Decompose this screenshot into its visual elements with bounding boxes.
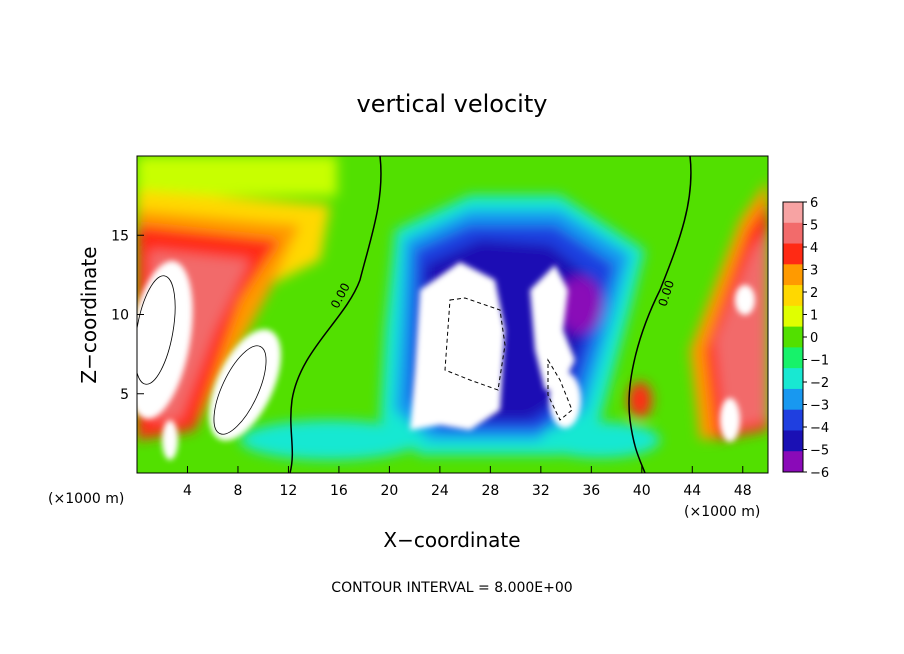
colorbar-label: 6 <box>810 196 818 211</box>
colorbar-label: −2 <box>810 376 829 391</box>
colorbar-label: 4 <box>810 241 818 256</box>
colorbar-label: 0 <box>810 331 818 346</box>
x-unit-right: (×1000 m) <box>684 504 760 520</box>
colorbar-label: −6 <box>810 466 829 481</box>
colorbar-swatch <box>783 243 803 265</box>
chart-title: vertical velocity <box>357 90 548 118</box>
colorbar-swatch <box>783 326 803 348</box>
colorbar-swatch <box>783 388 803 411</box>
colorbar-swatch <box>783 285 803 307</box>
x-tick-label: 12 <box>280 483 298 499</box>
x-tick-label: 16 <box>330 483 348 499</box>
y-axis-label: Z−coordinate <box>77 246 101 383</box>
plot-area <box>137 156 768 473</box>
y-tick-label: 5 <box>120 387 129 403</box>
colorbar-label: −5 <box>810 444 829 459</box>
colorbar-swatch <box>783 430 803 452</box>
x-tick-label: 48 <box>734 483 752 499</box>
colorbar-label: 5 <box>810 219 818 234</box>
colorbar-swatch <box>783 202 803 224</box>
y-tick-label: 15 <box>111 228 129 244</box>
x-axis: 4 8 12 16 20 24 28 32 36 40 44 48 <box>183 466 752 499</box>
x-tick-label: 28 <box>481 483 499 499</box>
x-axis-label: X−coordinate <box>383 528 520 552</box>
x-tick-label: 40 <box>633 483 651 499</box>
colorbar-swatch <box>783 305 803 328</box>
x-tick-label: 44 <box>683 483 701 499</box>
colorbar-label: 1 <box>810 309 818 324</box>
contour-interval-note: CONTOUR INTERVAL = 8.000E+00 <box>331 580 572 596</box>
colorbar-label: −3 <box>810 399 829 414</box>
colorbar: 6 5 4 3 2 1 0 −1 −2 −3 −4 −5 −6 <box>782 196 829 481</box>
y-tick-label: 10 <box>111 308 129 324</box>
colorbar-swatch <box>783 451 803 473</box>
colorbar-swatch <box>783 222 803 245</box>
x-unit-left: (×1000 m) <box>48 491 124 507</box>
colorbar-label: 3 <box>810 264 818 279</box>
colorbar-label: −1 <box>810 354 829 369</box>
x-tick-label: 32 <box>532 483 550 499</box>
colorbar-swatch <box>783 409 803 431</box>
colorbar-label: 2 <box>810 286 818 301</box>
x-tick-label: 24 <box>431 483 449 499</box>
colorbar-label: −4 <box>810 421 829 436</box>
colorbar-swatch <box>783 264 803 286</box>
x-tick-label: 36 <box>582 483 600 499</box>
x-tick-label: 4 <box>183 483 192 499</box>
colorbar-swatch <box>783 368 803 390</box>
x-tick-label: 8 <box>233 483 242 499</box>
y-axis: 5 10 15 <box>111 228 144 403</box>
x-tick-label: 20 <box>380 483 398 499</box>
colorbar-swatch <box>783 347 803 369</box>
